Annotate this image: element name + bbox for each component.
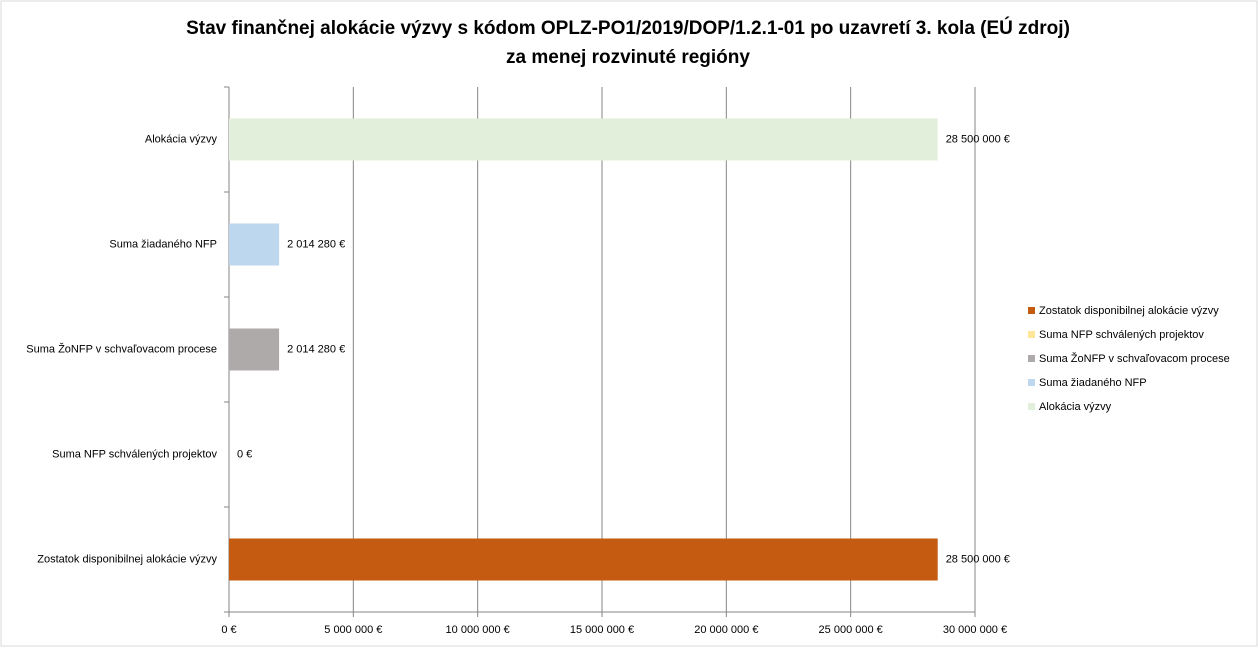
bar [229,538,938,581]
legend-label: Alokácia výzvy [1039,401,1112,413]
value-label: 28 500 000 € [946,553,1010,565]
y-tick-label: Suma NFP schválených projektov [52,448,217,460]
legend-swatch [1028,307,1035,314]
legend-label: Suma ŽoNFP v schvaľovacom procese [1039,352,1230,365]
bar [229,223,280,266]
chart-subtitle: za menej rozvinuté regióny [506,47,750,68]
y-tick-label: Alokácia výzvy [145,133,218,145]
legend-swatch [1028,379,1035,386]
x-tick-label: 25 000 000 € [819,624,883,636]
x-tick-label: 30 000 000 € [943,624,1007,636]
legend-swatch [1028,331,1035,338]
value-label: 2 014 280 € [287,343,345,355]
x-tick-label: 15 000 000 € [570,624,634,636]
value-label: 28 500 000 € [946,133,1010,145]
value-label: 2 014 280 € [287,238,345,250]
x-tick-label: 10 000 000 € [446,624,510,636]
y-tick-label: Suma ŽoNFP v schvaľovacom procese [26,342,217,355]
y-tick-label: Zostatok disponibilnej alokácie výzvy [37,553,217,565]
legend-label: Zostatok disponibilnej alokácie výzvy [1039,305,1219,317]
x-tick-label: 20 000 000 € [694,624,758,636]
value-label: 0 € [237,448,252,460]
chart-title: Stav finančnej alokácie výzvy s kódom OP… [186,17,1070,39]
legend-label: Suma žiadaného NFP [1039,377,1147,389]
x-tick-label: 0 € [221,624,236,636]
legend-swatch [1028,355,1035,362]
bar [229,118,938,161]
bar [229,328,280,371]
legend-label: Suma NFP schválených projektov [1039,329,1204,341]
y-tick-label: Suma žiadaného NFP [109,238,217,250]
x-tick-label: 5 000 000 € [324,624,382,636]
legend-swatch [1028,403,1035,410]
